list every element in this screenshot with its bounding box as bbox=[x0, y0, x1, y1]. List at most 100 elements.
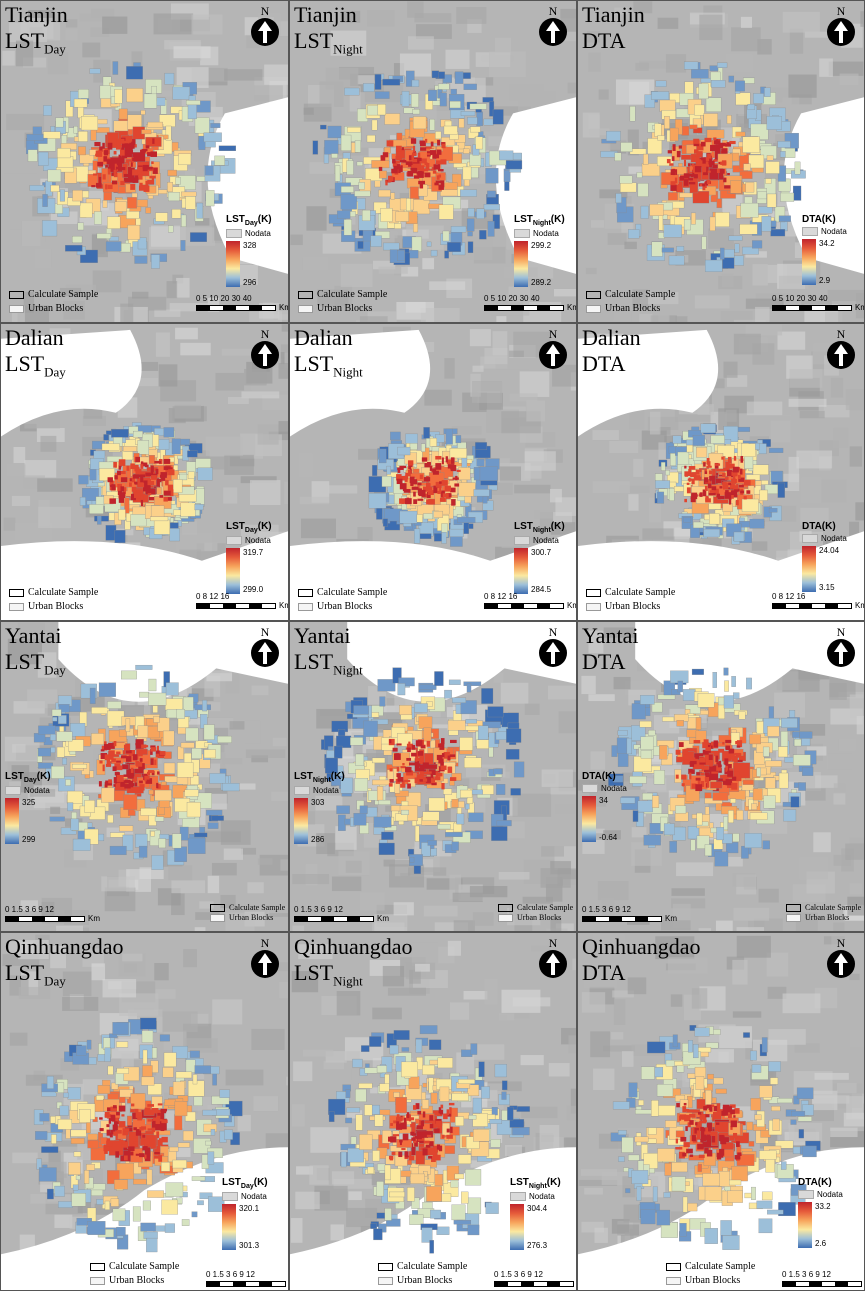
sample-key: Calculate Sample Urban Blocks bbox=[9, 586, 98, 614]
calculate-sample-key: Calculate Sample bbox=[666, 1260, 755, 1274]
scale-ticks: 0 1.5 3 6 9 12 bbox=[494, 1270, 543, 1279]
calc-sample-label: Calculate Sample bbox=[517, 903, 574, 912]
legend-suffix: (K) bbox=[257, 214, 272, 226]
north-arrow-icon bbox=[827, 639, 855, 667]
map-image bbox=[578, 933, 864, 1290]
scale-ticks: 0 1.5 3 6 9 12 bbox=[206, 1270, 255, 1279]
nodata-key: Nodata bbox=[582, 784, 627, 794]
legend: DTA(K) Nodata 33.2 2.6 bbox=[798, 1177, 843, 1249]
scale-unit: Km bbox=[279, 303, 288, 312]
scale-labels: 0 1.5 3 6 9 12 bbox=[582, 905, 677, 914]
map-image bbox=[578, 324, 864, 620]
color-ramp: 33.2 2.6 bbox=[798, 1202, 843, 1249]
legend: LSTDay(K) Nodata 325 299 bbox=[5, 771, 51, 845]
color-ramp: 34 -0.64 bbox=[582, 796, 627, 843]
legend: LSTDay(K) Nodata 320.1 301.3 bbox=[222, 1177, 268, 1251]
calculate-sample-key: Calculate Sample bbox=[298, 586, 387, 600]
nodata-label: Nodata bbox=[817, 1190, 843, 1200]
legend-title: DTA(K) bbox=[798, 1177, 843, 1188]
north-arrow: N bbox=[250, 626, 280, 670]
nodata-swatch bbox=[582, 784, 598, 794]
north-arrow: N bbox=[250, 5, 280, 49]
scale-graphic bbox=[294, 916, 374, 922]
legend-min: 284.5 bbox=[531, 584, 552, 594]
panel-yantai-2: Yantai DTA N DTA(K) Nodata 34 -0.64 bbox=[577, 621, 865, 932]
panel-yantai-0: Yantai LSTDay N LSTDay(K) Nodata 325 299 bbox=[0, 621, 289, 932]
scale-graphic bbox=[494, 1281, 574, 1287]
north-arrow: N bbox=[538, 937, 568, 981]
nodata-swatch bbox=[802, 227, 818, 237]
legend-max: 34.2 bbox=[819, 239, 835, 249]
panel-dalian-1: Dalian LSTNight N LSTNight(K) Nodata 300… bbox=[289, 323, 577, 621]
urban-blocks-swatch bbox=[586, 603, 601, 611]
variable-name: LSTDay bbox=[5, 650, 66, 682]
city-name: Tianjin bbox=[294, 2, 357, 27]
scale-labels: 0 1.5 3 6 9 12 bbox=[206, 1270, 288, 1279]
map-image bbox=[290, 324, 576, 620]
color-ramp: 304.4 276.3 bbox=[510, 1204, 561, 1251]
ramp-values: 325 299 bbox=[22, 798, 35, 844]
scale-bar: 0 8 12 16 Km bbox=[196, 592, 288, 610]
calculate-sample-key: Calculate Sample bbox=[210, 903, 285, 913]
scale-unit: Km bbox=[567, 601, 576, 610]
ramp-gradient bbox=[798, 1202, 812, 1249]
legend-sub: Day bbox=[23, 777, 37, 785]
nodata-label: Nodata bbox=[821, 227, 847, 237]
scale-graphic bbox=[582, 916, 662, 922]
calc-sample-label: Calculate Sample bbox=[605, 289, 676, 300]
legend-title: LSTDay(K) bbox=[5, 771, 51, 784]
color-ramp: 303 286 bbox=[294, 798, 345, 845]
legend-suffix: (K) bbox=[36, 771, 51, 783]
nodata-swatch bbox=[798, 1190, 814, 1200]
nodata-key: Nodata bbox=[514, 535, 565, 545]
legend-prefix: LST bbox=[510, 1177, 529, 1189]
legend-prefix: DTA(K) bbox=[802, 520, 836, 532]
north-label: N bbox=[836, 625, 846, 639]
city-name: Tianjin bbox=[582, 2, 645, 27]
var-sub: Night bbox=[333, 662, 363, 678]
legend-min: 2.6 bbox=[815, 1239, 827, 1249]
legend-min: 3.15 bbox=[819, 582, 835, 592]
legend-prefix: LST bbox=[222, 1177, 241, 1189]
ramp-values: 303 286 bbox=[311, 798, 324, 844]
sample-key: Calculate Sample Urban Blocks bbox=[9, 288, 98, 316]
var-sub: Day bbox=[44, 41, 66, 57]
north-arrow: N bbox=[538, 5, 568, 49]
map-image bbox=[578, 622, 864, 931]
nodata-label: Nodata bbox=[601, 784, 627, 794]
scale-unit: Km bbox=[88, 914, 100, 923]
calc-sample-label: Calculate Sample bbox=[229, 903, 286, 912]
calculate-sample-key: Calculate Sample bbox=[9, 288, 98, 302]
panel-tianjin-2: Tianjin DTA N DTA(K) Nodata 34.2 2.9 bbox=[577, 0, 865, 323]
map-image bbox=[290, 622, 576, 931]
urban-blocks-swatch bbox=[586, 305, 601, 313]
calculate-sample-key: Calculate Sample bbox=[586, 586, 675, 600]
legend-sub: Day bbox=[244, 526, 258, 534]
var-main: LST bbox=[294, 960, 334, 985]
legend-max: 33.2 bbox=[815, 1202, 831, 1212]
calc-sample-label: Calculate Sample bbox=[109, 1261, 180, 1272]
north-arrow: N bbox=[538, 328, 568, 372]
urban-blocks-swatch bbox=[378, 1277, 393, 1285]
legend-min: 286 bbox=[311, 835, 325, 845]
scale-unit: Km bbox=[855, 601, 864, 610]
panel-title: Yantai LSTDay bbox=[5, 624, 66, 682]
legend-sub: Day bbox=[244, 220, 258, 228]
scale-ticks: 0 1.5 3 6 9 12 bbox=[782, 1270, 831, 1279]
scale-graphic bbox=[206, 1281, 286, 1287]
nodata-label: Nodata bbox=[241, 1192, 267, 1202]
north-label: N bbox=[260, 625, 270, 639]
panel-title: Tianjin LSTDay bbox=[5, 3, 68, 61]
sample-key: Calculate Sample Urban Blocks bbox=[786, 903, 861, 923]
north-arrow-icon bbox=[251, 341, 279, 369]
urban-blocks-label: Urban Blocks bbox=[685, 1275, 741, 1286]
var-sub: Night bbox=[333, 364, 363, 380]
scale-labels: 0 5 10 20 30 40 bbox=[196, 294, 288, 303]
calculate-sample-key: Calculate Sample bbox=[786, 903, 861, 913]
panel-title: Tianjin DTA bbox=[582, 3, 645, 53]
nodata-key: Nodata bbox=[226, 535, 272, 545]
variable-name: LSTNight bbox=[294, 352, 363, 384]
nodata-swatch bbox=[510, 1192, 526, 1202]
color-ramp: 325 299 bbox=[5, 798, 51, 845]
legend-suffix: (K) bbox=[330, 771, 345, 783]
